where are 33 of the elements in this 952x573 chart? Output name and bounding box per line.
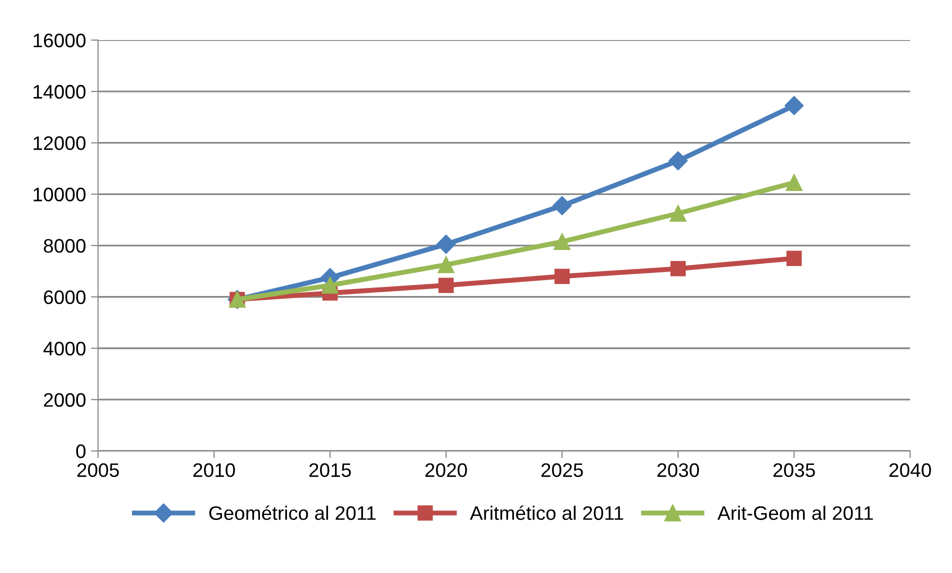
point [552,196,572,216]
y-tick-label: 16000 [34,34,86,48]
y-tick-label: 14000 [34,84,86,99]
point [786,250,802,266]
y-tick-label: 4000 [43,342,86,356]
point [670,205,686,222]
x-tick-label: 2005 [77,463,119,478]
point [554,268,570,284]
y-tick-label: 0 [76,444,86,458]
x-tick-label: 2015 [309,463,351,478]
point [436,234,456,254]
x-tick-label: 2035 [773,463,815,478]
point [784,96,804,116]
point [786,174,802,191]
y-tick-label: 2000 [44,393,86,407]
point [668,151,688,170]
y-tick-label: 8000 [44,239,86,253]
y-tick-label: 10000 [34,188,86,202]
x-tick-label: 2020 [425,463,467,478]
y-tick-label: 6000 [44,290,86,304]
legend-label: Arit-Geom al 2011 [717,506,873,520]
legend-label: Aritmético al 2011 [470,505,624,520]
legend-label: Geométrico al 2011 [209,505,376,520]
y-tick-label: 12000 [34,136,86,150]
point [554,233,570,250]
point [438,256,454,274]
x-tick-label: 2010 [193,463,235,478]
x-tick-label: 2030 [657,463,699,478]
x-tick-label: 2025 [541,463,583,478]
point [322,276,338,294]
point [438,278,454,293]
x-tick-label: 2040 [889,463,931,478]
point [670,261,686,276]
